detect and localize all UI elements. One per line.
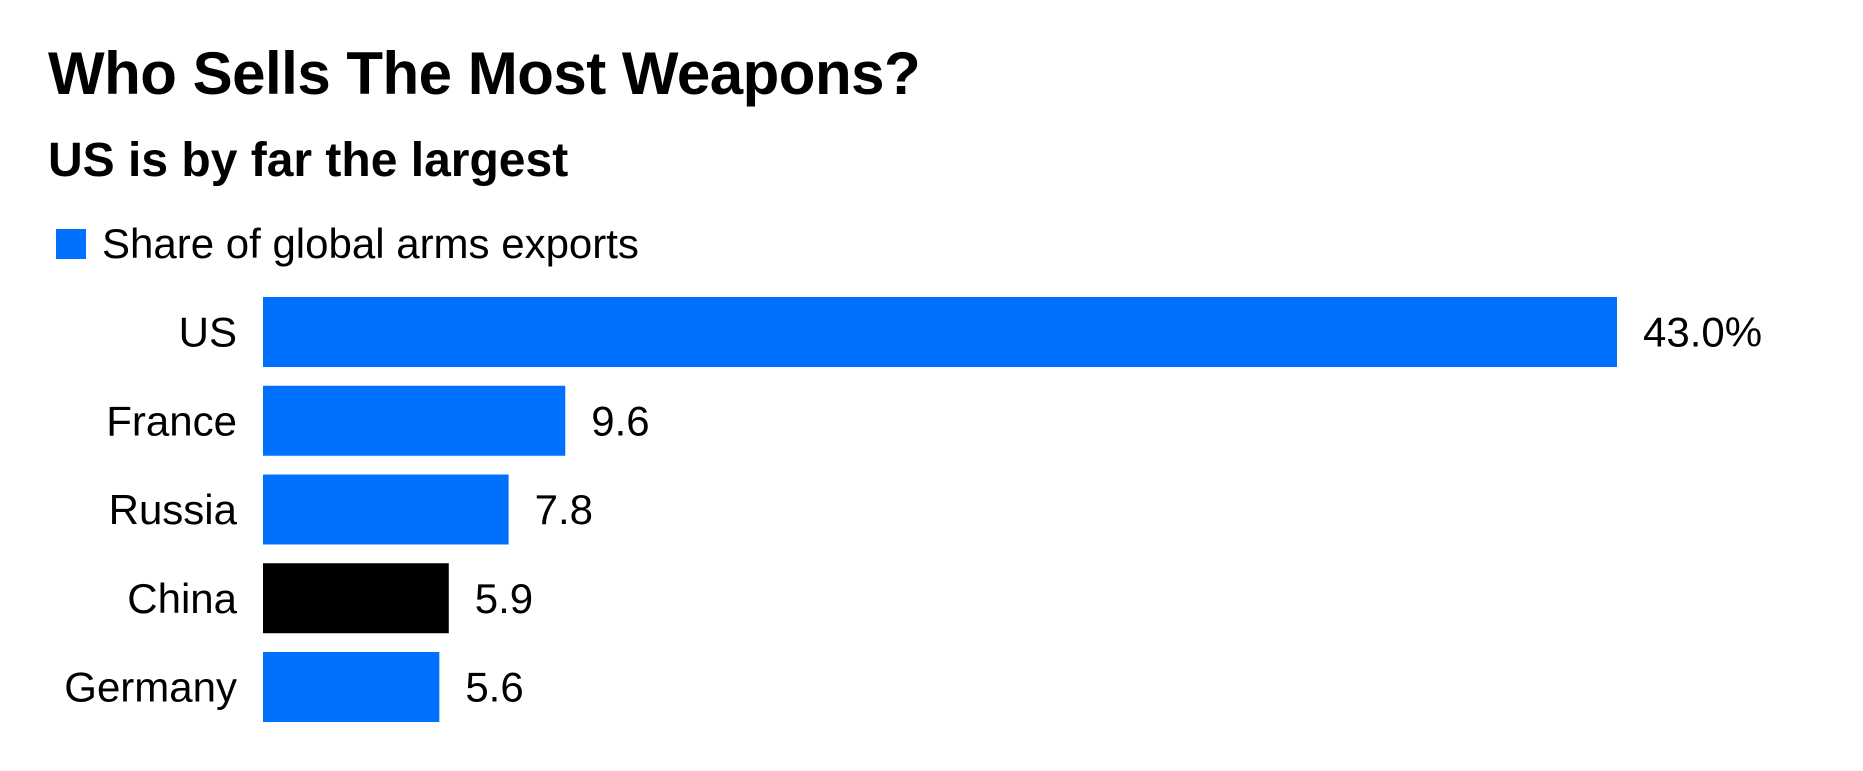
category-label-france: France bbox=[106, 397, 237, 444]
value-label-germany: 5.6 bbox=[465, 664, 523, 711]
chart-subtitle: US is by far the largest bbox=[48, 134, 569, 187]
bar-france bbox=[263, 385, 566, 456]
legend-swatch bbox=[56, 229, 86, 259]
legend-label: Share of global arms exports bbox=[102, 220, 639, 267]
category-label-russia: Russia bbox=[109, 486, 238, 533]
bar-germany bbox=[263, 652, 440, 722]
bar-china bbox=[263, 563, 449, 634]
chart-title: Who Sells The Most Weapons? bbox=[48, 40, 921, 107]
value-label-france: 9.6 bbox=[591, 397, 649, 444]
category-label-china: China bbox=[127, 575, 237, 622]
bar-us bbox=[263, 297, 1617, 367]
legend: Share of global arms exports bbox=[56, 222, 639, 266]
category-label-us: US bbox=[179, 309, 237, 356]
value-label-china: 5.9 bbox=[475, 575, 533, 622]
bar-russia bbox=[263, 474, 509, 545]
category-label-germany: Germany bbox=[64, 664, 237, 711]
value-label-us: 43.0% bbox=[1643, 309, 1762, 356]
value-label-russia: 7.8 bbox=[535, 486, 593, 533]
